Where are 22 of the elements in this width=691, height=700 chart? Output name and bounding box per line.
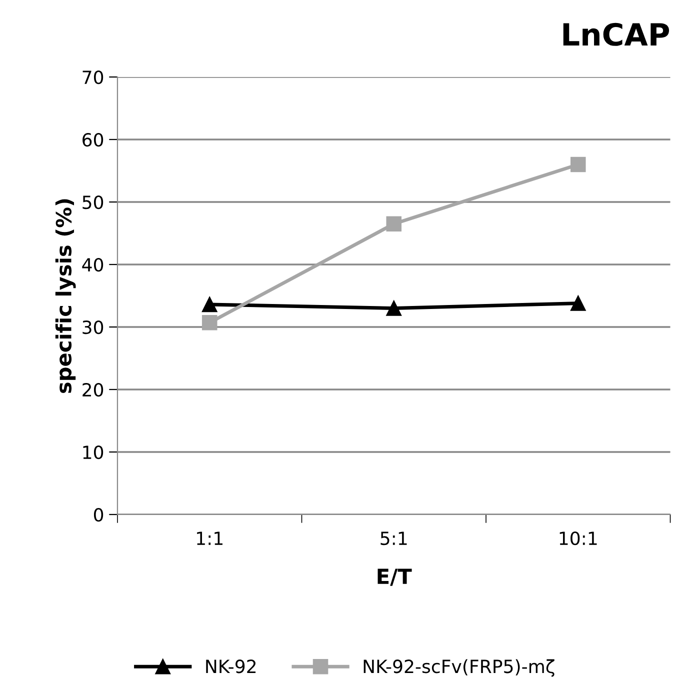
y-tick-label: 30 <box>82 320 104 334</box>
x-tick-label: 10:1 <box>560 531 597 546</box>
y-tick-label: 0 <box>94 508 104 522</box>
y-tick-label: 70 <box>82 70 104 84</box>
x-tick-label: 1:1 <box>197 532 222 545</box>
y-axis-title: specific lysis (%) <box>55 199 76 393</box>
point <box>570 156 586 172</box>
point <box>386 216 402 232</box>
y-tick-label: 60 <box>82 132 104 147</box>
y-tick-label: 40 <box>82 258 104 272</box>
chart-title: LnCAP <box>563 22 670 46</box>
point <box>386 300 402 316</box>
point <box>202 296 218 312</box>
y-tick-label: 10 <box>83 445 104 460</box>
y-tick-label: 50 <box>82 195 104 210</box>
point <box>570 296 586 311</box>
point <box>202 314 218 330</box>
legend-label: NK-92-scFv(FRP5)-mζ <box>364 659 554 677</box>
y-tick-label: 20 <box>82 382 104 397</box>
x-axis-title: E/T <box>378 568 412 586</box>
x-tick-label: 5:1 <box>380 532 407 546</box>
legend-label: NK-92 <box>206 660 256 674</box>
